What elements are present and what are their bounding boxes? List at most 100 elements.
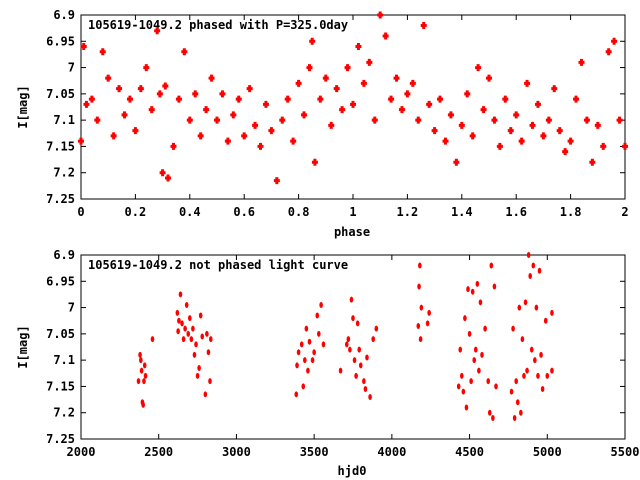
data-point [507, 127, 514, 135]
data-point [513, 111, 520, 119]
phased-plot-ylabel: I[mag] [16, 85, 30, 128]
data-point [198, 312, 203, 319]
data-point [235, 95, 242, 103]
data-point [437, 95, 444, 103]
data-point [178, 291, 183, 298]
data-point [321, 341, 326, 348]
y-tick-label: 7.2 [53, 406, 75, 420]
data-point [350, 100, 356, 108]
data-point [419, 304, 424, 311]
data-point [583, 116, 590, 124]
data-point [338, 367, 343, 374]
x-tick-label: 5000 [533, 445, 562, 459]
x-tick-label: 2000 [67, 445, 96, 459]
data-point [175, 95, 182, 103]
data-point [478, 299, 483, 306]
y-tick-label: 7.1 [53, 113, 75, 127]
data-point [463, 315, 467, 322]
data-point [294, 391, 299, 398]
data-point [304, 325, 309, 332]
data-point [611, 37, 618, 45]
data-point [362, 378, 366, 385]
data-point [551, 85, 558, 93]
data-point [203, 106, 210, 114]
data-point [420, 22, 427, 30]
data-point [110, 132, 117, 140]
data-point [540, 132, 547, 140]
data-point [348, 346, 352, 353]
y-tick-label: 7.1 [53, 353, 75, 367]
data-point [533, 357, 537, 364]
light-curve-plot-title: 105619-1049.2 not phased light curve [88, 258, 348, 272]
data-point [550, 309, 554, 316]
data-point [170, 142, 177, 150]
data-point [312, 349, 316, 356]
data-point [99, 48, 106, 56]
light-curve-plot-xlabel: hjd0 [338, 464, 367, 478]
data-point [296, 349, 301, 356]
data-point [301, 383, 306, 390]
data-point [116, 85, 123, 93]
data-point [214, 116, 220, 124]
data-point [310, 357, 315, 364]
data-point [83, 100, 90, 108]
data-point [456, 383, 461, 390]
data-point [183, 325, 187, 332]
data-point [319, 301, 323, 308]
data-point [279, 116, 286, 124]
data-point [197, 132, 204, 140]
x-tick-label: 4500 [455, 445, 484, 459]
data-point [156, 90, 163, 98]
data-point [230, 111, 237, 119]
data-point [181, 336, 186, 343]
data-point [453, 158, 460, 166]
x-tick-label: 0 [77, 205, 84, 219]
data-point [306, 367, 310, 374]
data-point [393, 74, 400, 82]
data-point [475, 64, 482, 72]
data-point [186, 116, 193, 124]
data-point [622, 142, 628, 150]
data-point [303, 357, 307, 364]
data-point [307, 338, 312, 345]
data-point [188, 315, 192, 322]
data-point [523, 299, 528, 306]
data-point [189, 336, 194, 343]
data-point [491, 414, 495, 421]
data-point [518, 137, 525, 145]
data-point [524, 79, 531, 87]
data-point [460, 372, 464, 379]
y-tick-label: 7.15 [46, 139, 75, 153]
y-tick-label: 7.25 [46, 432, 75, 446]
data-point [377, 11, 384, 19]
data-point [477, 367, 481, 374]
x-tick-label: 4000 [377, 445, 406, 459]
data-point [526, 252, 531, 258]
data-point [520, 336, 525, 343]
x-tick-label: 0.2 [125, 205, 147, 219]
data-point [539, 351, 543, 358]
data-point [315, 312, 320, 319]
data-point [519, 409, 523, 416]
data-point [88, 95, 95, 103]
data-point [241, 132, 248, 140]
x-tick-label: 0.6 [233, 205, 255, 219]
data-point [531, 262, 536, 269]
data-point [562, 148, 569, 156]
y-tick-label: 6.95 [46, 34, 75, 48]
data-point [470, 288, 475, 295]
data-point [371, 116, 378, 124]
data-point [344, 341, 349, 348]
data-point [290, 137, 297, 145]
data-point [206, 349, 211, 356]
data-point [502, 95, 509, 103]
data-point [573, 95, 580, 103]
data-point [492, 283, 497, 290]
data-point [295, 79, 302, 87]
y-tick-label: 6.95 [46, 274, 75, 288]
data-point [126, 95, 133, 103]
data-point [295, 362, 299, 369]
data-point [219, 90, 226, 98]
data-point [594, 121, 601, 129]
data-point [528, 273, 532, 280]
